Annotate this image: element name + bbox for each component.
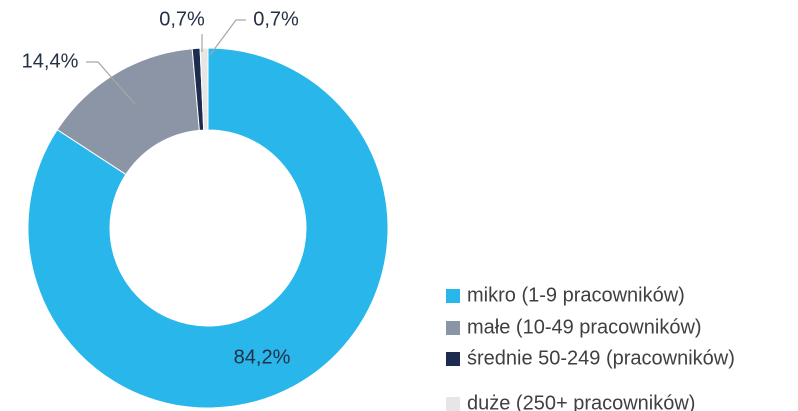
legend-label: mikro (1-9 pracowników) <box>467 284 685 306</box>
legend-swatch <box>446 289 460 303</box>
legend-swatch <box>446 397 460 411</box>
donut-slice <box>27 47 389 409</box>
legend-swatch <box>446 352 460 366</box>
data-label: 0,7% <box>253 8 299 30</box>
legend-label: średnie 50-249 (pracowników) <box>467 347 735 369</box>
leader-line <box>209 19 246 56</box>
donut-slice <box>199 47 209 131</box>
leader-line <box>86 61 136 105</box>
data-label: 14,4% <box>22 50 79 72</box>
legend-label: duże (250+ pracowników) <box>467 392 695 411</box>
legend-swatch <box>446 321 460 335</box>
data-label: 84,2% <box>234 346 291 368</box>
legend-label: małe (10-49 pracowników) <box>467 316 702 338</box>
data-label: 0,7% <box>159 8 205 30</box>
